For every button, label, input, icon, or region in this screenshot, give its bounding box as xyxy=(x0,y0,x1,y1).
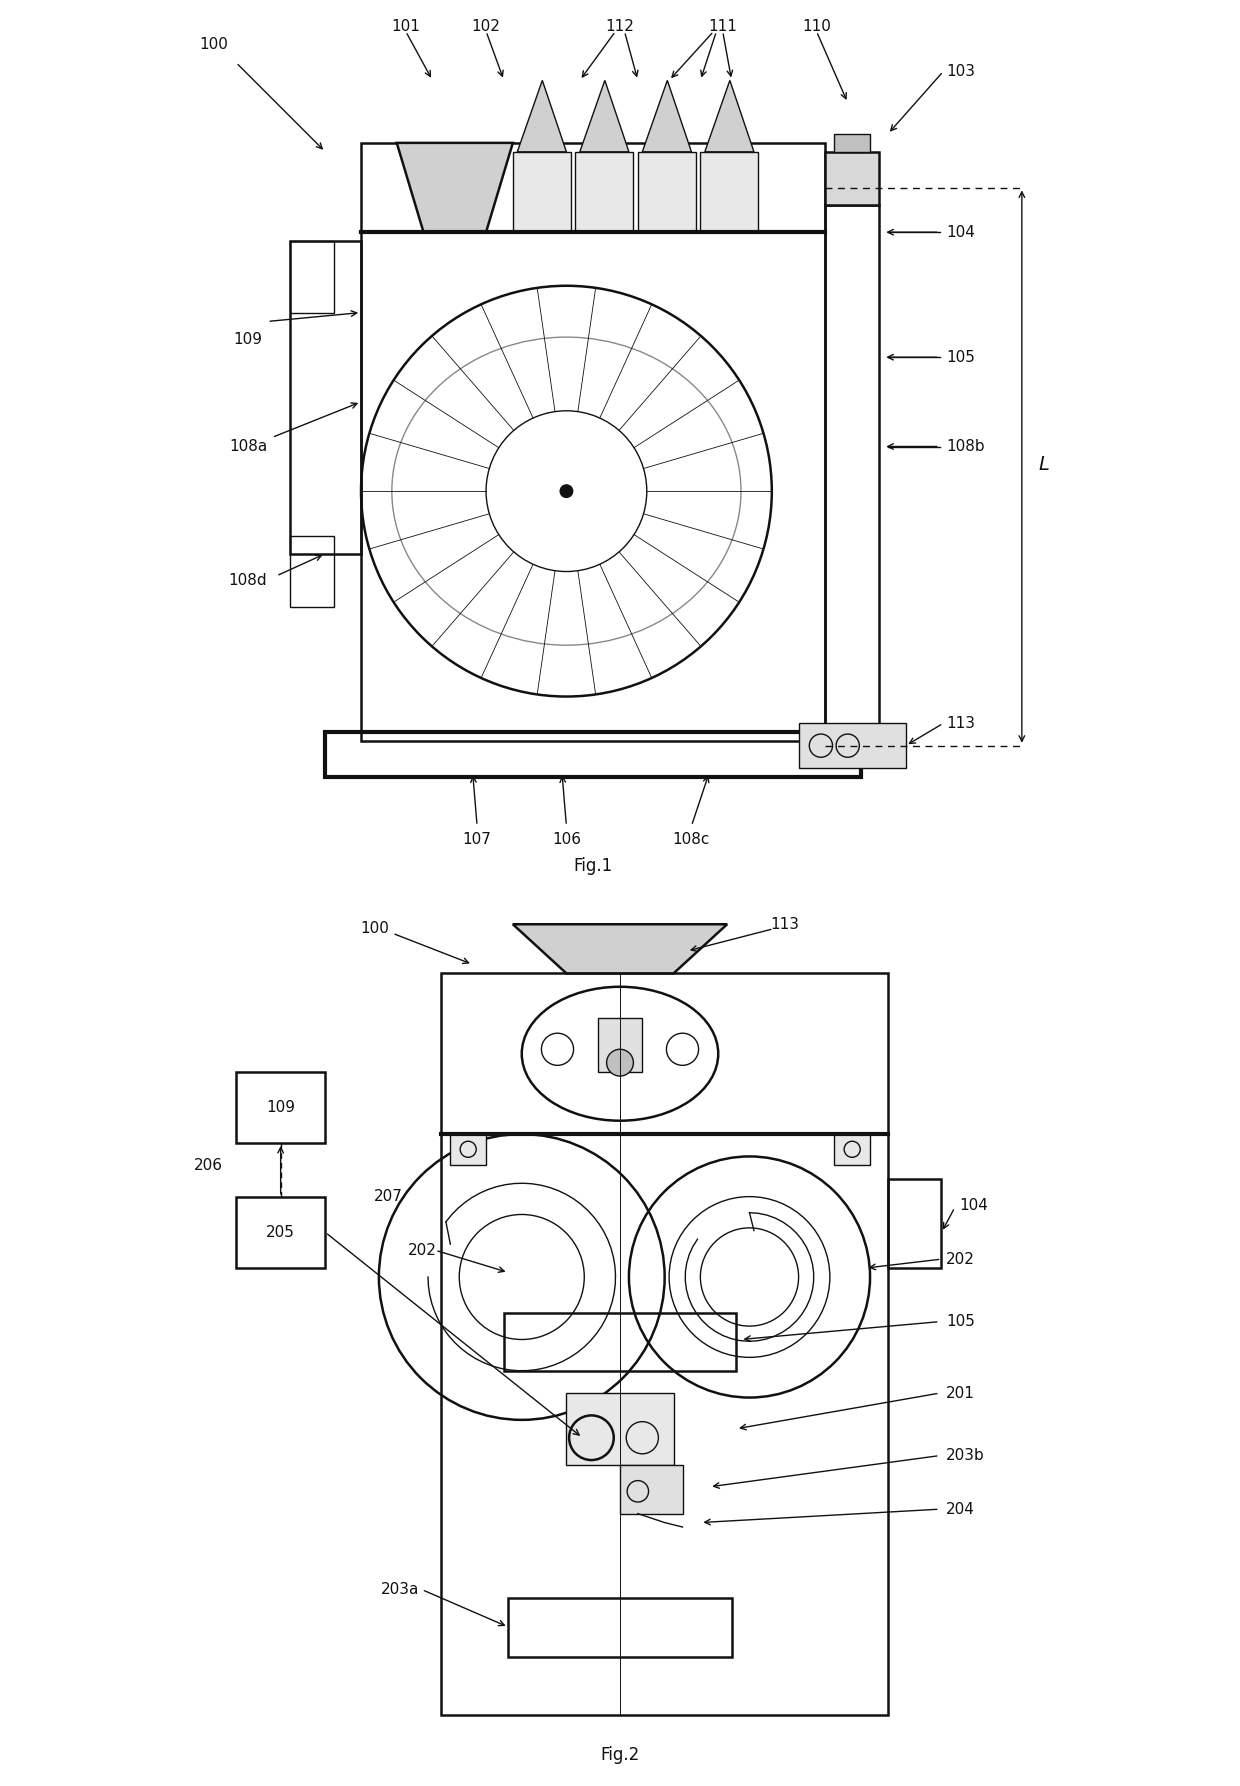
Text: 109: 109 xyxy=(267,1100,295,1114)
Text: 101: 101 xyxy=(392,20,420,34)
Bar xyxy=(826,205,879,741)
Bar xyxy=(236,1197,325,1268)
Circle shape xyxy=(606,1048,634,1075)
Text: 108c: 108c xyxy=(673,832,711,847)
Bar xyxy=(826,152,879,205)
Text: Fig.2: Fig.2 xyxy=(600,1745,640,1765)
Bar xyxy=(290,536,335,607)
Polygon shape xyxy=(580,80,629,152)
Text: 109: 109 xyxy=(234,332,263,346)
Bar xyxy=(503,1313,737,1372)
Text: 203b: 203b xyxy=(946,1448,985,1463)
Bar xyxy=(835,1134,870,1166)
Text: 100: 100 xyxy=(360,922,389,936)
Bar xyxy=(575,152,634,232)
Text: 103: 103 xyxy=(946,64,975,79)
Bar xyxy=(835,134,870,152)
Text: 207: 207 xyxy=(373,1189,402,1204)
Text: 202: 202 xyxy=(408,1243,436,1257)
Text: 107: 107 xyxy=(463,832,491,847)
Bar xyxy=(290,241,335,313)
Polygon shape xyxy=(517,80,567,152)
Bar xyxy=(361,143,826,232)
Text: 113: 113 xyxy=(946,716,975,730)
Bar xyxy=(513,152,570,232)
Text: 206: 206 xyxy=(193,1157,223,1173)
Bar xyxy=(325,732,861,777)
Text: 105: 105 xyxy=(946,350,975,364)
Polygon shape xyxy=(704,80,754,152)
Bar xyxy=(567,1393,673,1465)
Bar xyxy=(620,1465,682,1515)
Polygon shape xyxy=(397,143,513,232)
Text: 105: 105 xyxy=(946,1314,975,1329)
Bar xyxy=(236,1072,325,1143)
Text: 204: 204 xyxy=(946,1502,975,1516)
Text: 108a: 108a xyxy=(229,439,268,454)
Text: 108b: 108b xyxy=(946,439,985,454)
Text: 104: 104 xyxy=(960,1198,988,1213)
Text: 102: 102 xyxy=(471,20,501,34)
Text: 106: 106 xyxy=(552,832,580,847)
Text: 112: 112 xyxy=(605,20,635,34)
Text: 110: 110 xyxy=(802,20,831,34)
Bar xyxy=(290,241,361,554)
Bar xyxy=(508,1598,732,1657)
Text: 111: 111 xyxy=(708,20,737,34)
Text: 205: 205 xyxy=(267,1225,295,1239)
Bar xyxy=(888,1179,941,1268)
Bar xyxy=(450,1134,486,1166)
Bar xyxy=(799,723,905,768)
Text: 113: 113 xyxy=(771,916,800,932)
Text: 108d: 108d xyxy=(228,573,268,588)
Bar xyxy=(598,1018,642,1072)
Bar xyxy=(441,973,888,1715)
Text: 202: 202 xyxy=(946,1252,975,1266)
Bar xyxy=(701,152,759,232)
Text: L: L xyxy=(1039,455,1049,473)
Bar xyxy=(637,152,696,232)
Polygon shape xyxy=(642,80,692,152)
Circle shape xyxy=(560,486,573,498)
Text: 100: 100 xyxy=(200,38,228,52)
Text: 201: 201 xyxy=(946,1386,975,1400)
Text: Fig.1: Fig.1 xyxy=(574,857,613,875)
Text: 203a: 203a xyxy=(381,1582,419,1597)
Polygon shape xyxy=(513,925,727,973)
Text: 104: 104 xyxy=(946,225,975,239)
Bar xyxy=(361,232,826,741)
